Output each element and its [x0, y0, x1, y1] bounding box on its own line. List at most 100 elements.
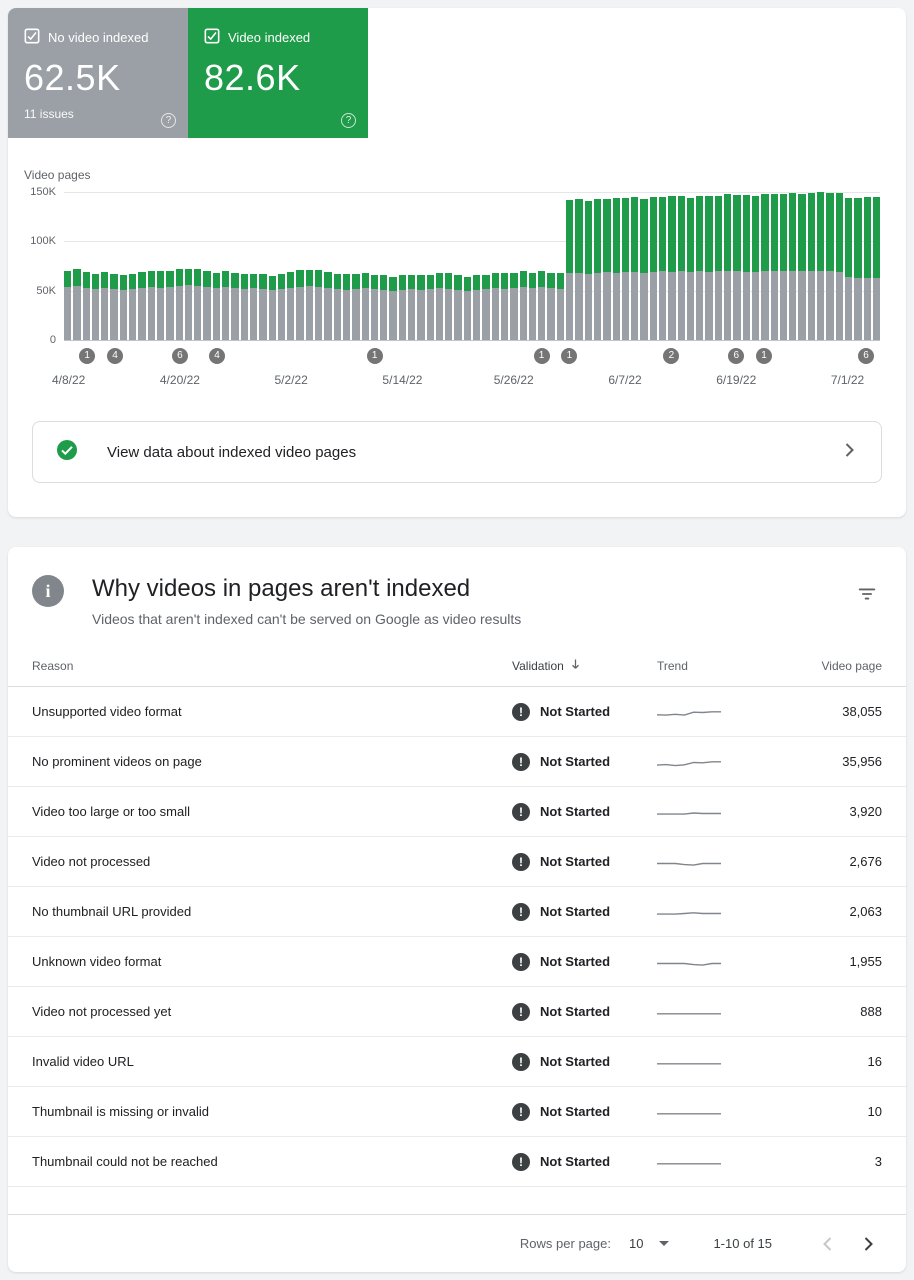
chart-bar[interactable]	[324, 192, 332, 340]
chart-bar[interactable]	[789, 192, 797, 340]
chart-bar[interactable]	[82, 192, 90, 340]
table-row[interactable]: Video not processed ! Not Started 2,676	[8, 837, 906, 887]
stat-card-video-indexed[interactable]: Video indexed 82.6K ?	[188, 8, 368, 138]
chart-bar[interactable]	[770, 192, 778, 340]
table-row[interactable]: Invalid video URL ! Not Started 16	[8, 1037, 906, 1087]
chart-bar[interactable]	[138, 192, 146, 340]
annotation-marker[interactable]: 6	[858, 348, 875, 364]
chart-bar[interactable]	[854, 192, 862, 340]
annotation-marker[interactable]: 4	[107, 348, 123, 364]
chart-bar[interactable]	[435, 192, 444, 340]
chart-bar[interactable]	[668, 192, 676, 340]
chart-bar[interactable]	[463, 192, 472, 340]
chart-bar[interactable]	[538, 192, 546, 340]
chart-bar[interactable]	[677, 192, 685, 340]
chart-bar[interactable]	[417, 192, 425, 340]
chart-bar[interactable]	[817, 192, 825, 340]
previous-page-button[interactable]	[808, 1224, 848, 1264]
chart-bar[interactable]	[119, 192, 128, 340]
chart-bar[interactable]	[807, 192, 816, 340]
next-page-button[interactable]	[848, 1224, 888, 1264]
chart-bar[interactable]	[566, 192, 574, 340]
chart-bar[interactable]	[184, 192, 193, 340]
chart-bar[interactable]	[147, 192, 155, 340]
chart-bar[interactable]	[612, 192, 620, 340]
column-header-video-page[interactable]: Video page	[821, 658, 882, 673]
chart-bar[interactable]	[352, 192, 360, 340]
chart-bar[interactable]	[212, 192, 221, 340]
rows-per-page-select[interactable]: 10	[629, 1236, 670, 1251]
chart-bar[interactable]	[872, 192, 881, 340]
chart-bar[interactable]	[826, 192, 834, 340]
table-row[interactable]: Unsupported video format ! Not Started 3…	[8, 687, 906, 737]
chart-bar[interactable]	[305, 192, 314, 340]
annotation-marker[interactable]: 1	[756, 348, 773, 364]
table-row[interactable]: Video too large or too small ! Not Start…	[8, 787, 906, 837]
chart-bar[interactable]	[742, 192, 750, 340]
chart-bar[interactable]	[398, 192, 406, 340]
chart-bar[interactable]	[733, 192, 741, 340]
chart-bar[interactable]	[101, 192, 109, 340]
annotation-marker[interactable]: 1	[561, 348, 578, 364]
chart-bar[interactable]	[91, 192, 100, 340]
chart-bar[interactable]	[315, 192, 323, 340]
help-icon[interactable]: ?	[341, 113, 356, 128]
table-row[interactable]: No prominent videos on page ! Not Starte…	[8, 737, 906, 787]
chart-bar[interactable]	[659, 192, 667, 340]
chart-bar[interactable]	[603, 192, 611, 340]
chart-bar[interactable]	[194, 192, 202, 340]
annotation-marker[interactable]: 4	[209, 348, 225, 364]
chart-bar[interactable]	[798, 192, 806, 340]
chart-plot[interactable]: 150K 100K 50K 0	[30, 186, 881, 346]
annotation-marker[interactable]: 1	[366, 348, 383, 364]
filter-icon[interactable]	[852, 579, 882, 614]
chart-bar[interactable]	[714, 192, 723, 340]
chart-bar[interactable]	[835, 192, 843, 340]
chart-bar[interactable]	[370, 192, 379, 340]
chart-bar[interactable]	[389, 192, 397, 340]
chart-bar[interactable]	[259, 192, 267, 340]
chart-bar[interactable]	[473, 192, 481, 340]
chart-bar[interactable]	[454, 192, 462, 340]
chart-bar[interactable]	[761, 192, 769, 340]
chart-bar[interactable]	[342, 192, 351, 340]
view-indexed-data-link[interactable]: View data about indexed video pages	[32, 421, 882, 483]
annotation-marker[interactable]: 1	[79, 348, 96, 364]
chart-bar[interactable]	[482, 192, 490, 340]
chart-bar[interactable]	[519, 192, 527, 340]
chart-bar[interactable]	[584, 192, 592, 340]
chart-bar[interactable]	[407, 192, 416, 340]
chart-bar[interactable]	[751, 192, 760, 340]
column-header-validation[interactable]: Validation	[512, 657, 657, 675]
chart-bar[interactable]	[528, 192, 537, 340]
chart-bar[interactable]	[593, 192, 602, 340]
annotation-marker[interactable]: 2	[663, 348, 680, 364]
chart-bar[interactable]	[73, 192, 81, 340]
chart-bar[interactable]	[575, 192, 583, 340]
checkbox-checked-icon[interactable]	[24, 28, 40, 47]
chart-bar[interactable]	[779, 192, 788, 340]
chart-bar[interactable]	[203, 192, 211, 340]
chart-bar[interactable]	[231, 192, 239, 340]
chart-bar[interactable]	[296, 192, 304, 340]
chart-bar[interactable]	[240, 192, 248, 340]
chart-bar[interactable]	[166, 192, 174, 340]
annotation-marker[interactable]: 6	[728, 348, 745, 364]
checkbox-checked-icon[interactable]	[204, 28, 220, 47]
chart-bar[interactable]	[500, 192, 509, 340]
chart-bar[interactable]	[445, 192, 453, 340]
chart-bar[interactable]	[249, 192, 258, 340]
chart-bar[interactable]	[631, 192, 639, 340]
chart-bar[interactable]	[724, 192, 732, 340]
table-row[interactable]: Thumbnail is missing or invalid ! Not St…	[8, 1087, 906, 1137]
chart-bar[interactable]	[380, 192, 388, 340]
chart-bar[interactable]	[696, 192, 704, 340]
chart-bar[interactable]	[491, 192, 499, 340]
chart-bar[interactable]	[621, 192, 630, 340]
chart-bar[interactable]	[640, 192, 648, 340]
table-row[interactable]: Video not processed yet ! Not Started 88…	[8, 987, 906, 1037]
chart-bar[interactable]	[510, 192, 518, 340]
chart-bar[interactable]	[705, 192, 713, 340]
chart-bar[interactable]	[556, 192, 565, 340]
column-header-reason[interactable]: Reason	[32, 658, 74, 673]
